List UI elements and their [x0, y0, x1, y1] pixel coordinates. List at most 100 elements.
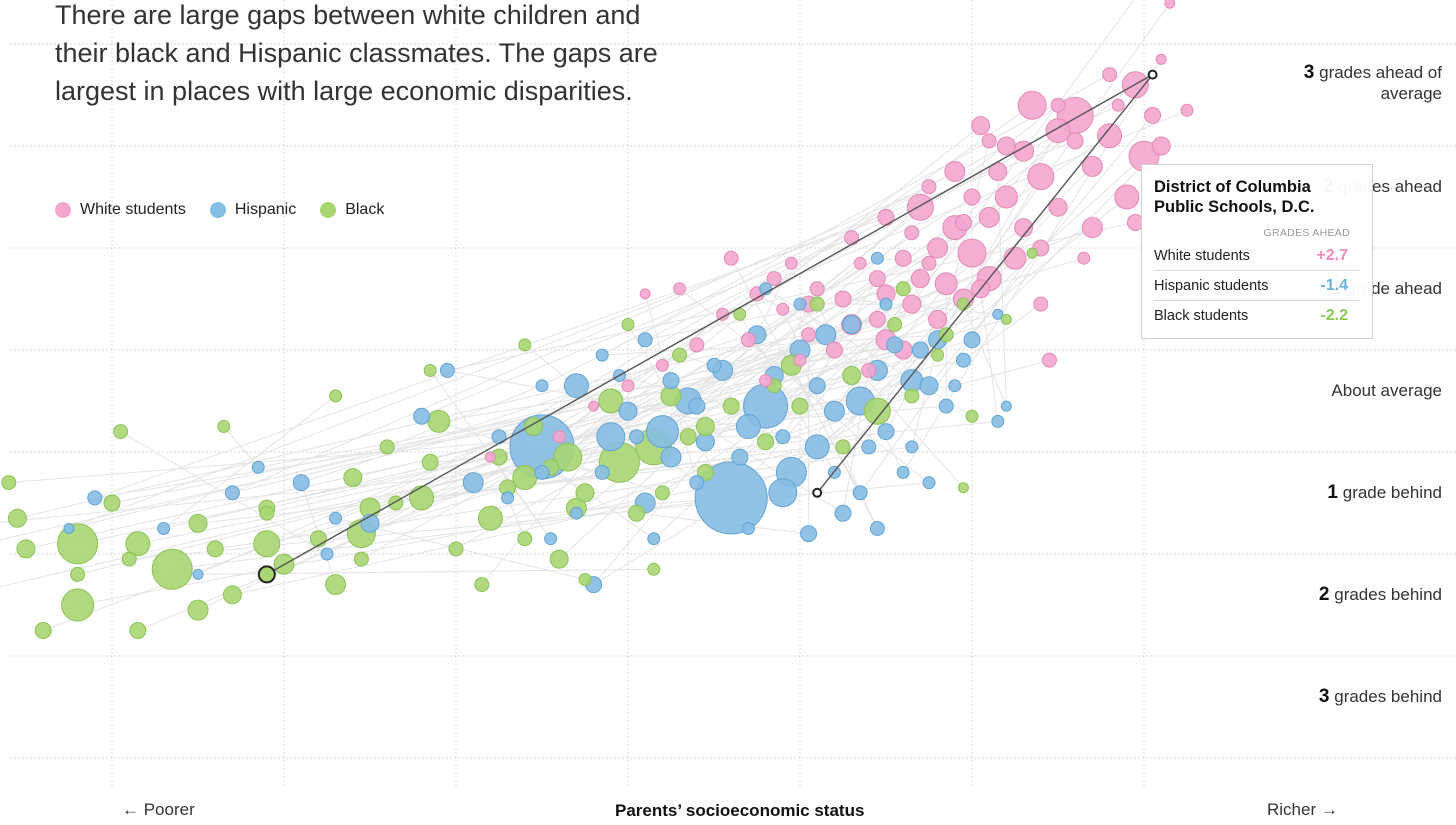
- bubble-white[interactable]: [1045, 118, 1071, 144]
- bubble-black[interactable]: [217, 420, 231, 433]
- bubble-black[interactable]: [353, 551, 369, 567]
- bubble-black[interactable]: [809, 296, 825, 312]
- bubble-black[interactable]: [16, 539, 36, 559]
- bubble-white[interactable]: [689, 337, 705, 353]
- bubble-black[interactable]: [57, 523, 99, 565]
- bubble-black[interactable]: [427, 409, 451, 433]
- highlight-point-white[interactable]: [1147, 69, 1158, 80]
- bubble-hispanic[interactable]: [948, 379, 962, 393]
- bubble-hispanic[interactable]: [645, 415, 679, 449]
- bubble-black[interactable]: [895, 281, 911, 297]
- bubble-black[interactable]: [512, 465, 538, 490]
- bubble-white[interactable]: [1033, 296, 1049, 312]
- bubble-black[interactable]: [325, 574, 347, 596]
- bubble-hispanic[interactable]: [660, 446, 682, 468]
- highlight-point-hispanic[interactable]: [812, 487, 823, 498]
- bubble-white[interactable]: [793, 353, 807, 367]
- district-bubbles[interactable]: [0, 0, 1194, 639]
- bubble-white[interactable]: [484, 451, 496, 463]
- bubble-black[interactable]: [835, 439, 851, 455]
- bubble-black[interactable]: [409, 485, 435, 511]
- bubble-white[interactable]: [1066, 132, 1084, 150]
- bubble-white[interactable]: [759, 374, 773, 388]
- bubble-hispanic[interactable]: [919, 376, 939, 396]
- bubble-black[interactable]: [578, 573, 592, 586]
- bubble-black[interactable]: [621, 318, 635, 331]
- bubble-white[interactable]: [957, 238, 987, 268]
- bubble-black[interactable]: [309, 530, 327, 548]
- bubble-hispanic[interactable]: [922, 476, 936, 490]
- bubble-black[interactable]: [722, 397, 740, 415]
- bubble-hispanic[interactable]: [793, 297, 807, 311]
- bubble-white[interactable]: [801, 327, 817, 343]
- bubble-black[interactable]: [647, 562, 661, 576]
- bubble-hispanic[interactable]: [157, 522, 171, 535]
- bubble-white[interactable]: [963, 188, 981, 206]
- bubble-black[interactable]: [956, 297, 970, 311]
- bubble-hispanic[interactable]: [886, 336, 904, 354]
- bubble-white[interactable]: [902, 294, 922, 314]
- bubble-black[interactable]: [842, 366, 862, 385]
- bubble-white[interactable]: [1144, 106, 1162, 124]
- bubble-black[interactable]: [672, 347, 688, 363]
- bubble-white[interactable]: [1151, 136, 1171, 156]
- bubble-black[interactable]: [222, 585, 242, 605]
- bubble-white[interactable]: [1111, 98, 1125, 112]
- bubble-hispanic[interactable]: [842, 315, 862, 334]
- bubble-black[interactable]: [679, 428, 697, 446]
- bubble-black[interactable]: [517, 531, 533, 547]
- bubble-hispanic[interactable]: [251, 460, 265, 474]
- bubble-white[interactable]: [1114, 184, 1140, 210]
- bubble-hispanic[interactable]: [800, 525, 818, 543]
- bubble-black[interactable]: [654, 485, 670, 501]
- bubble-white[interactable]: [844, 230, 860, 246]
- bubble-white[interactable]: [944, 161, 966, 182]
- highlight-point-black[interactable]: [257, 565, 276, 584]
- bubble-hispanic[interactable]: [879, 297, 893, 311]
- bubble-hispanic[interactable]: [491, 429, 507, 445]
- bubble-white[interactable]: [1014, 218, 1034, 238]
- bubble-white[interactable]: [861, 362, 877, 378]
- bubble-hispanic[interactable]: [563, 373, 589, 399]
- bubble-black[interactable]: [188, 513, 208, 533]
- bubble-black[interactable]: [103, 494, 121, 512]
- bubble-white[interactable]: [766, 271, 782, 287]
- bubble-hispanic[interactable]: [688, 397, 706, 415]
- bubble-hispanic[interactable]: [501, 491, 515, 505]
- bubble-hispanic[interactable]: [462, 472, 484, 494]
- bubble-black[interactable]: [1, 475, 17, 491]
- bubble-hispanic[interactable]: [535, 379, 549, 393]
- bubble-white[interactable]: [934, 272, 958, 296]
- bubble-hispanic[interactable]: [320, 547, 334, 561]
- bubble-white[interactable]: [784, 256, 798, 270]
- bubble-black[interactable]: [125, 531, 151, 557]
- bubble-white[interactable]: [776, 302, 790, 316]
- bubble-hispanic[interactable]: [694, 461, 768, 535]
- bubble-hispanic[interactable]: [224, 485, 240, 501]
- bubble-white[interactable]: [894, 249, 912, 267]
- bubble-hispanic[interactable]: [775, 429, 791, 445]
- bubble-white[interactable]: [921, 255, 937, 271]
- bubble-white[interactable]: [1041, 352, 1057, 368]
- bubble-black[interactable]: [549, 549, 569, 569]
- bubble-white[interactable]: [809, 281, 825, 297]
- bubble-white[interactable]: [906, 193, 934, 221]
- bubble-hispanic[interactable]: [63, 523, 75, 534]
- bubble-hispanic[interactable]: [938, 398, 954, 414]
- bubble-white[interactable]: [1155, 53, 1167, 65]
- bubble-hispanic[interactable]: [735, 414, 761, 439]
- bubble-hispanic[interactable]: [544, 532, 558, 546]
- bubble-black[interactable]: [904, 388, 920, 404]
- bubble-hispanic[interactable]: [662, 372, 680, 390]
- bubble-black[interactable]: [421, 453, 439, 471]
- bubble-hispanic[interactable]: [439, 362, 455, 378]
- bubble-white[interactable]: [868, 270, 886, 288]
- bubble-hispanic[interactable]: [905, 440, 919, 454]
- bubble-white[interactable]: [910, 269, 930, 289]
- bubble-hispanic[interactable]: [852, 485, 868, 501]
- bubble-black[interactable]: [379, 439, 395, 455]
- bubble-white[interactable]: [552, 430, 566, 444]
- bubble-black[interactable]: [187, 599, 209, 621]
- bubble-hispanic[interactable]: [834, 504, 852, 522]
- bubble-hispanic[interactable]: [534, 464, 550, 480]
